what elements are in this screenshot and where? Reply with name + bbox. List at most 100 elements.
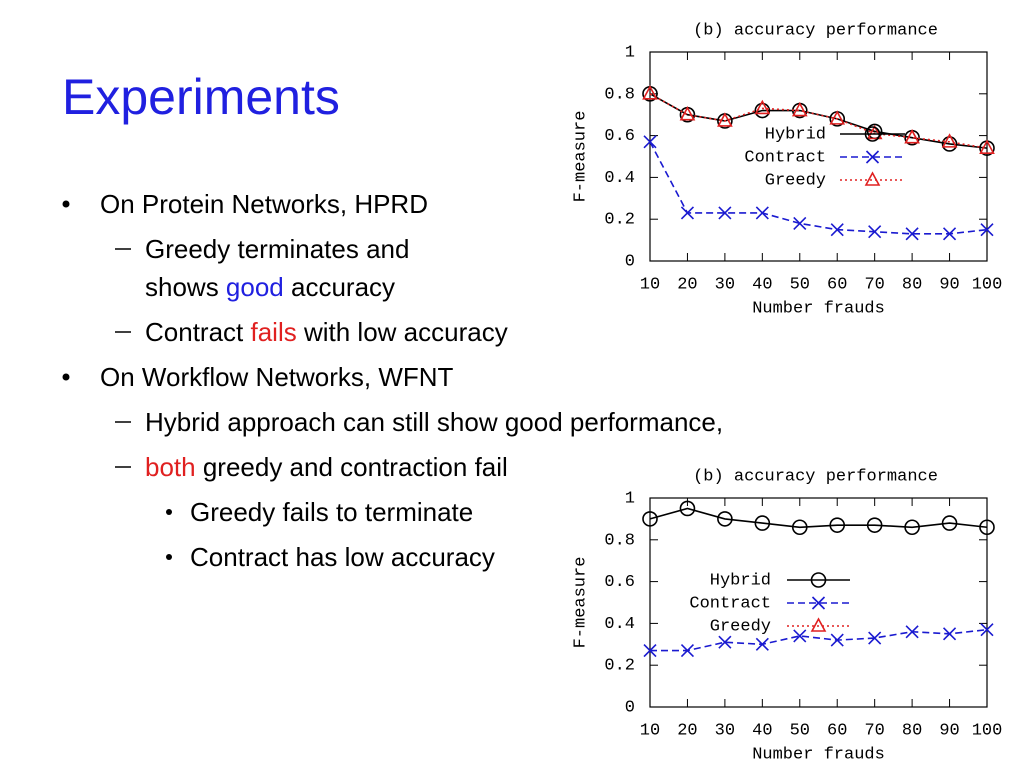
- x-axis-label: Number frauds: [752, 745, 885, 764]
- x-tick-label: 30: [715, 275, 735, 294]
- x-tick-label: 80: [902, 721, 922, 740]
- point: [868, 631, 882, 645]
- text-run: Contract: [145, 317, 251, 347]
- point: [791, 101, 808, 117]
- legend-label: Contract: [689, 594, 771, 613]
- legend-marker: [864, 126, 881, 142]
- point: [868, 225, 882, 239]
- series-line: [649, 141, 988, 235]
- point: [754, 99, 771, 115]
- text-run: On Workflow Networks, WFNT: [100, 362, 454, 392]
- x-tick-label: 40: [752, 275, 772, 294]
- bullet-text: Hybrid approach can still show good perf…: [145, 407, 723, 437]
- y-axis-label: F-measure: [571, 111, 590, 203]
- x-tick-label: 20: [677, 275, 697, 294]
- x-tick-label: 80: [902, 275, 922, 294]
- plot-frame: [649, 51, 988, 262]
- text-run: greedy and contraction fail: [196, 452, 508, 482]
- x-tick-label: 20: [677, 721, 697, 740]
- point: [829, 110, 846, 125]
- x-tick-label: 100: [972, 721, 1003, 740]
- x-tick-label: 70: [864, 721, 884, 740]
- chart: (b) accuracy performance Number frauds F-m…: [571, 21, 1002, 318]
- point: [905, 227, 919, 241]
- point: [718, 206, 732, 220]
- bullet-text: shows good accuracy: [145, 272, 395, 302]
- y-tick-label: 0.6: [604, 573, 635, 592]
- point: [979, 139, 995, 154]
- y-tick-label: 0.4: [604, 615, 635, 634]
- legend-label: Greedy: [710, 617, 771, 636]
- x-tick-label: 50: [790, 721, 810, 740]
- point: [904, 519, 920, 536]
- point: [754, 515, 771, 531]
- x-tick-label: 30: [715, 721, 735, 740]
- y-tick-label: 1: [625, 43, 635, 62]
- y-tick-label: 0.8: [604, 531, 635, 550]
- text-run: Greedy terminates and: [145, 234, 409, 264]
- legend-marker: [865, 150, 880, 164]
- bullet-text: On Workflow Networks, WFNT: [100, 362, 454, 392]
- point: [830, 633, 844, 647]
- bullet-text: Greedy terminates and: [145, 234, 409, 264]
- bullet-text: On Protein Networks, HPRD: [100, 189, 428, 219]
- series-line: [649, 507, 988, 529]
- point: [717, 511, 733, 527]
- point: [679, 106, 696, 121]
- point: [905, 625, 919, 639]
- point: [754, 102, 771, 119]
- x-tick-label: 70: [864, 275, 884, 294]
- point: [643, 644, 657, 658]
- text-run: accuracy: [284, 272, 395, 302]
- chart-title: (b) accuracy performance: [693, 467, 938, 486]
- text-run: good: [226, 272, 284, 302]
- y-tick-label: 0.2: [604, 657, 635, 676]
- text-run: Hybrid approach can still show good perf…: [145, 407, 723, 437]
- y-tick-label: 1: [625, 489, 635, 508]
- bullet-item: On Protein Networks, HPRD: [62, 189, 428, 219]
- slide-title: Experiments: [62, 69, 340, 125]
- legend-marker: [810, 572, 827, 588]
- point: [829, 517, 846, 533]
- series-line: [650, 628, 988, 652]
- point: [642, 511, 658, 527]
- y-tick-label: 0.4: [604, 169, 635, 188]
- text-run: On Protein Networks, HPRD: [100, 189, 428, 219]
- point: [942, 627, 957, 641]
- x-tick-label: 100: [972, 275, 1003, 294]
- bullet-item: Greedy terminates and shows good accuracy: [115, 234, 409, 302]
- x-tick-label: 60: [827, 721, 847, 740]
- bullet-marker: [62, 200, 70, 208]
- point: [942, 227, 957, 241]
- point: [793, 216, 807, 230]
- plot-frame: [649, 497, 988, 708]
- bullet-marker: [166, 554, 172, 560]
- point: [979, 519, 995, 536]
- point: [904, 129, 920, 144]
- point: [718, 635, 732, 649]
- text-run: with low accuracy: [297, 317, 508, 347]
- y-tick-label: 0.8: [604, 85, 635, 104]
- y-tick-label: 0.6: [604, 127, 635, 146]
- bullet-marker: [62, 373, 70, 381]
- point: [755, 637, 769, 651]
- x-tick-label: 40: [752, 721, 772, 740]
- x-tick-label: 60: [827, 275, 847, 294]
- point: [980, 623, 994, 637]
- legend-marker: [810, 617, 827, 632]
- bullet-item: Hybrid approach can still show good perf…: [115, 407, 723, 437]
- bullet-item: Contract fails with low accuracy: [115, 317, 508, 347]
- point: [941, 515, 958, 531]
- y-axis-label: F-measure: [571, 557, 590, 649]
- point: [830, 223, 844, 237]
- y-tick-label: 0: [625, 252, 635, 271]
- legend-marker: [811, 596, 826, 610]
- point: [679, 500, 696, 517]
- text-run: Contract has low accuracy: [190, 542, 495, 572]
- chart: (b) accuracy performance Number frauds F-m…: [571, 467, 1002, 764]
- x-tick-label: 10: [640, 721, 660, 740]
- point: [642, 85, 658, 100]
- point: [717, 112, 733, 127]
